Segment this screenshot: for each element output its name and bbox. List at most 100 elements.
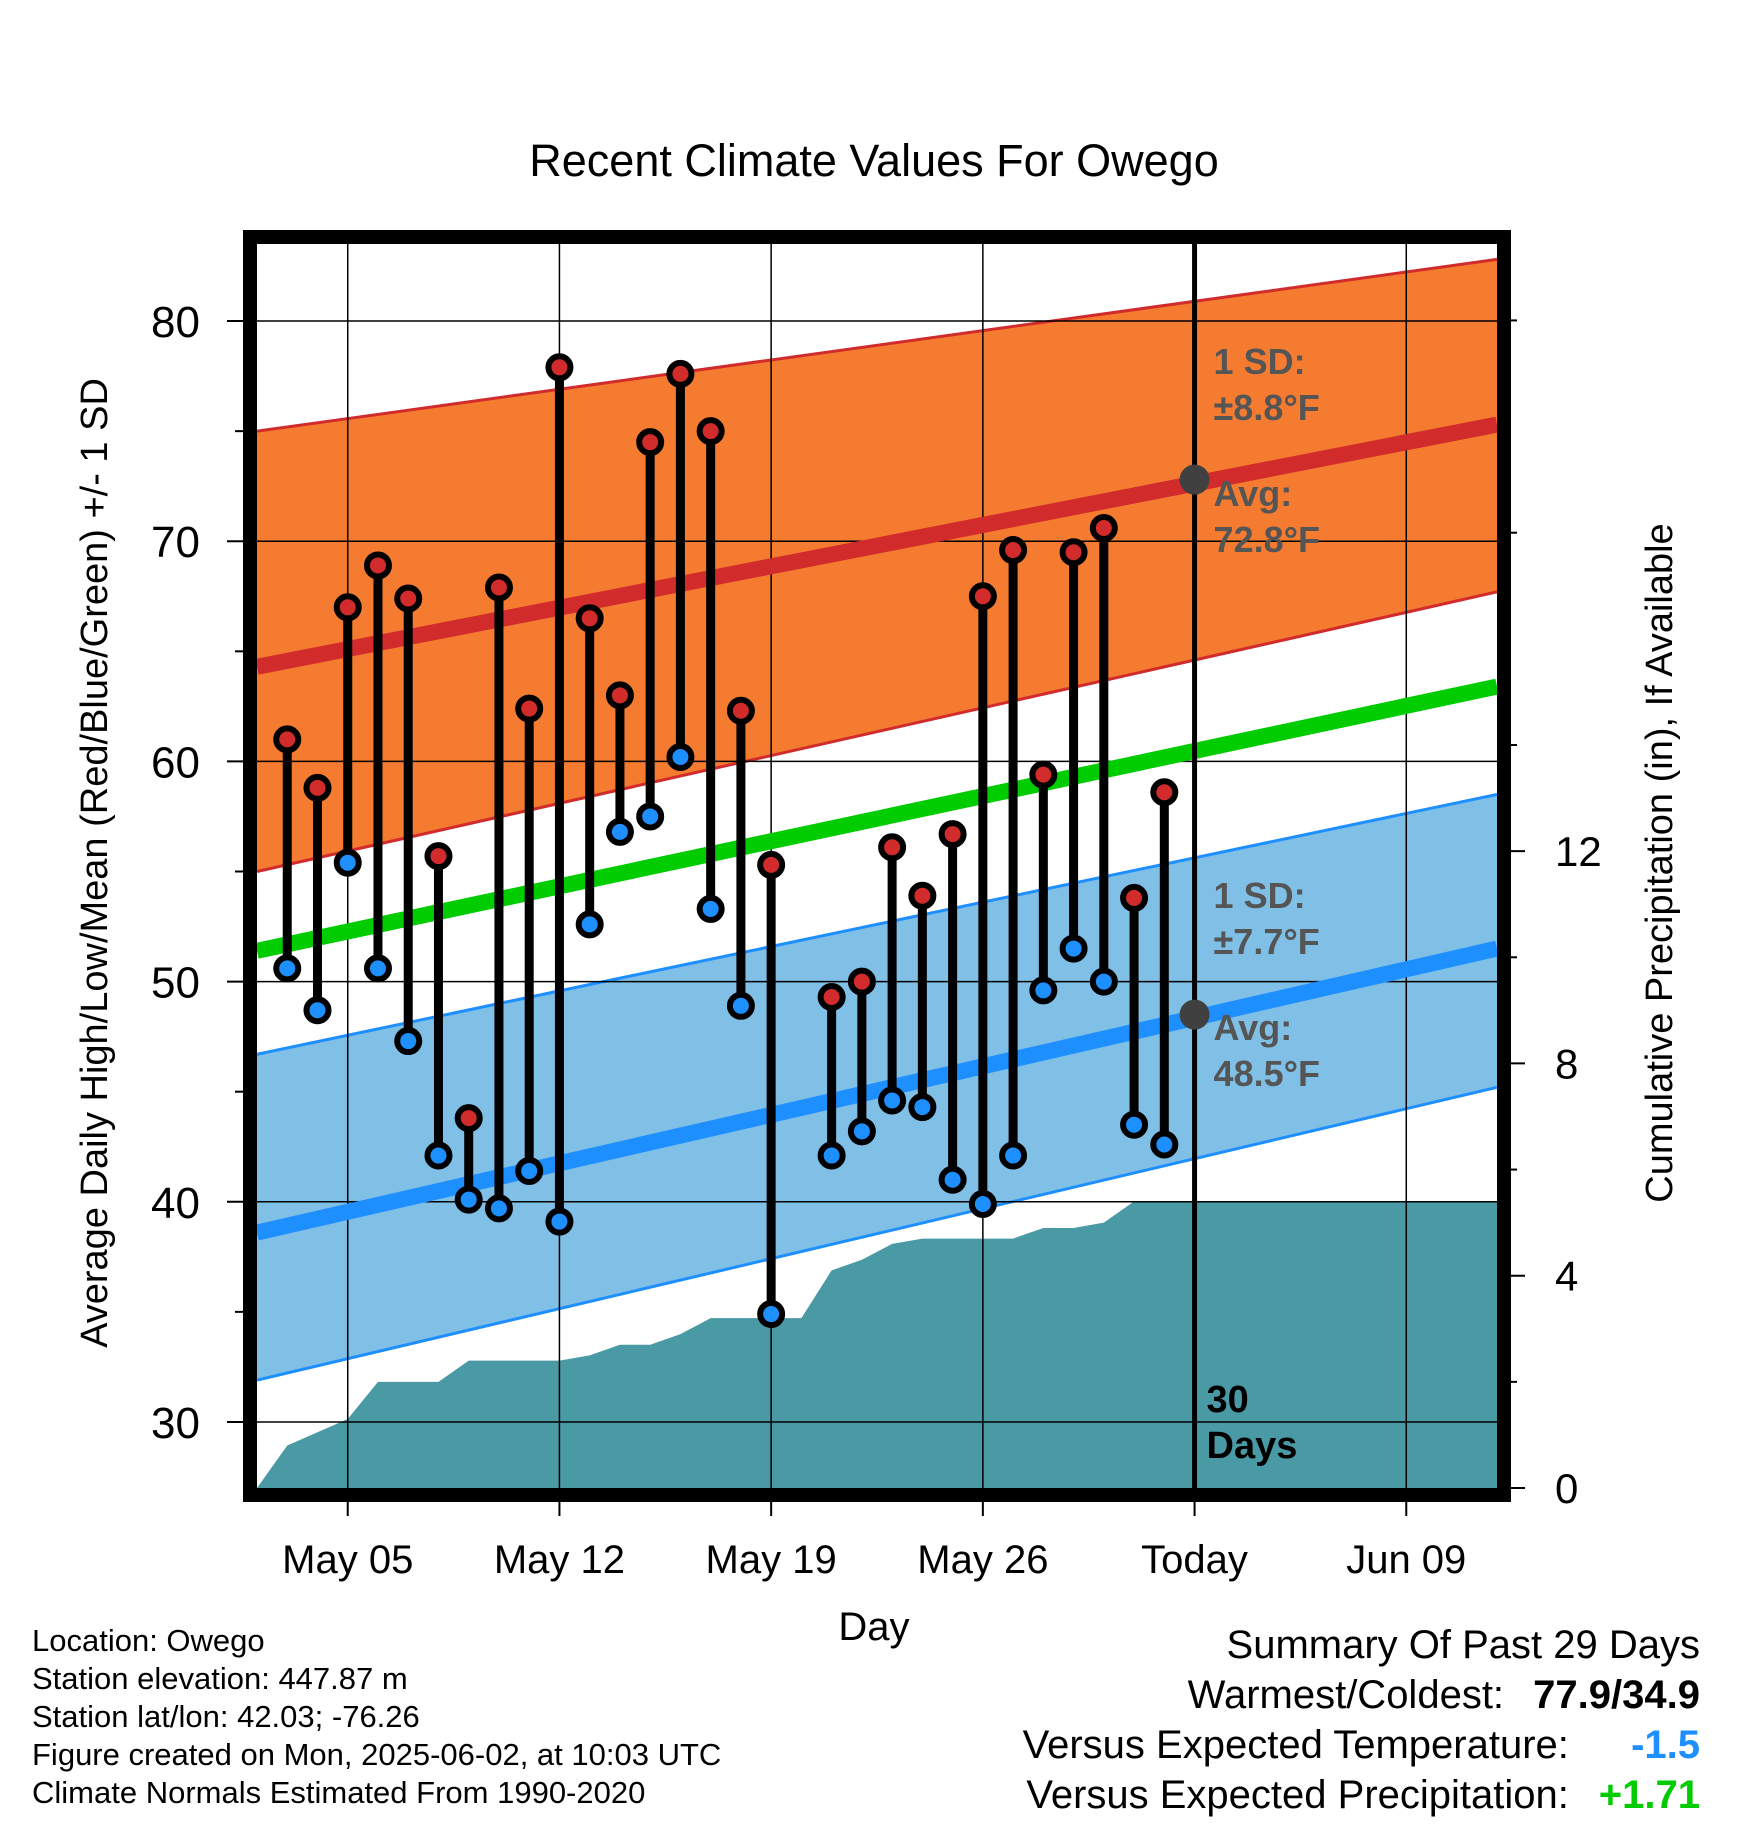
plot-frame bbox=[243, 230, 1511, 1502]
daily-high-marker bbox=[363, 551, 392, 580]
daily-high-marker bbox=[454, 1104, 483, 1133]
daily-high-marker bbox=[424, 842, 453, 871]
daily-high-marker bbox=[636, 428, 665, 457]
daily-low-marker bbox=[968, 1189, 997, 1218]
y-tick-label: 70 bbox=[151, 518, 200, 567]
daily-high-marker bbox=[545, 353, 574, 382]
daily-high-marker bbox=[1029, 760, 1058, 789]
warm-cold-label: Warmest/Coldest: bbox=[1187, 1673, 1505, 1717]
y2-tick-label: 4 bbox=[1555, 1253, 1578, 1300]
daily-low-marker bbox=[1029, 976, 1058, 1005]
x-tick-label: May 19 bbox=[706, 1538, 837, 1582]
y2-tick-label: 8 bbox=[1555, 1040, 1578, 1087]
high-band-upper-edge bbox=[257, 257, 1497, 433]
daily-low-marker bbox=[273, 954, 302, 983]
y-tick-label: 50 bbox=[151, 959, 200, 1008]
precip-cumulative-area bbox=[257, 1201, 1497, 1488]
daily-high-marker bbox=[847, 967, 876, 996]
daily-low-marker bbox=[1150, 1130, 1179, 1159]
x-tick-label: Jun 09 bbox=[1346, 1538, 1466, 1582]
y-tick-label: 60 bbox=[151, 738, 200, 787]
daily-high-marker bbox=[878, 833, 907, 862]
warm-cold-value: 77.9/34.9 bbox=[1533, 1673, 1700, 1717]
high-sd-value: ±8.8°F bbox=[1214, 387, 1320, 428]
summary-precip: Versus Expected Precipitation: +1.71 bbox=[1023, 1770, 1700, 1820]
high-band-lower-edge bbox=[257, 590, 1497, 873]
high-avg-label: Avg: bbox=[1214, 473, 1293, 514]
plot-inner bbox=[257, 244, 1497, 1488]
summary-warm-cold: Warmest/Coldest: 77.9/34.9 bbox=[1023, 1670, 1700, 1720]
daily-low-marker bbox=[454, 1185, 483, 1214]
created-text: Figure created on Mon, 2025-06-02, at 10… bbox=[32, 1737, 722, 1772]
plot-area: 1 SD: ±8.8°F Avg: 72.8°F 1 SD: ±7.7°F Avg: 48.5… bbox=[151, 230, 1602, 1582]
temp-label: Versus Expected Temperature: bbox=[1022, 1723, 1569, 1767]
high-sd-label: 1 SD: bbox=[1214, 341, 1306, 382]
daily-high-marker bbox=[666, 359, 695, 388]
daily-low-marker bbox=[999, 1141, 1028, 1170]
low-avg-label: Avg: bbox=[1214, 1007, 1293, 1048]
daily-high-marker bbox=[1120, 883, 1149, 912]
daily-high-marker bbox=[605, 681, 634, 710]
high-normal-line bbox=[257, 416, 1497, 675]
daily-high-marker bbox=[1089, 514, 1118, 543]
x-tick-label: Today bbox=[1141, 1538, 1248, 1582]
daily-high-marker bbox=[333, 593, 362, 622]
x-tick-label: May 05 bbox=[282, 1538, 413, 1582]
location-text: Location: Owego bbox=[32, 1623, 265, 1658]
daily-low-marker bbox=[605, 817, 634, 846]
x-tick-label: May 12 bbox=[494, 1538, 625, 1582]
high-avg-value: 72.8°F bbox=[1214, 519, 1320, 560]
daily-low-marker bbox=[636, 802, 665, 831]
daily-low-marker bbox=[666, 743, 695, 772]
x-tick-label: May 26 bbox=[917, 1538, 1048, 1582]
daily-high-marker bbox=[1150, 778, 1179, 807]
daily-low-marker bbox=[817, 1141, 846, 1170]
daily-low-marker bbox=[333, 848, 362, 877]
x-axis-label: Day bbox=[838, 1605, 909, 1649]
daily-high-marker bbox=[484, 573, 513, 602]
low-sd-label: 1 SD: bbox=[1214, 875, 1306, 916]
daily-low-marker bbox=[1089, 967, 1118, 996]
daily-high-marker bbox=[273, 725, 302, 754]
daily-low-marker bbox=[878, 1086, 907, 1115]
daily-high-marker bbox=[515, 694, 544, 723]
precip-label: Versus Expected Precipitation: bbox=[1026, 1773, 1569, 1817]
daily-high-marker bbox=[394, 584, 423, 613]
daily-low-marker bbox=[726, 991, 755, 1020]
low-band-upper-edge bbox=[257, 792, 1497, 1056]
high-avg-dot bbox=[1179, 464, 1210, 495]
daily-high-marker bbox=[817, 983, 846, 1012]
elevation-text: Station elevation: 447.87 m bbox=[32, 1661, 408, 1696]
daily-low-marker bbox=[847, 1117, 876, 1146]
daily-high-marker bbox=[757, 850, 786, 879]
daily-low-marker bbox=[1120, 1110, 1149, 1139]
daily-low-marker bbox=[484, 1194, 513, 1223]
low-sd-value: ±7.7°F bbox=[1214, 921, 1320, 962]
daily-high-marker bbox=[575, 604, 604, 633]
daily-low-marker bbox=[424, 1141, 453, 1170]
high-sd-band bbox=[257, 259, 1497, 872]
y2-tick-label: 0 bbox=[1555, 1465, 1578, 1512]
daily-high-marker bbox=[999, 536, 1028, 565]
low-avg-dot bbox=[1179, 999, 1210, 1030]
low-normal-line bbox=[257, 940, 1497, 1241]
daily-low-marker bbox=[303, 996, 332, 1025]
summary-panel: Summary Of Past 29 Days Warmest/Coldest:… bbox=[1023, 1620, 1700, 1820]
mean-normal-line bbox=[257, 678, 1497, 959]
temp-value: -1.5 bbox=[1631, 1723, 1700, 1767]
daily-low-marker bbox=[908, 1093, 937, 1122]
daily-low-marker bbox=[1059, 934, 1088, 963]
y2-axis-label: Cumulative Precipitation (in), If Availa… bbox=[1639, 523, 1681, 1202]
low-avg-value: 48.5°F bbox=[1214, 1053, 1320, 1094]
low-band-lower-edge bbox=[257, 1085, 1497, 1382]
daily-low-marker bbox=[545, 1207, 574, 1236]
daily-high-marker bbox=[303, 773, 332, 802]
daily-low-marker bbox=[696, 894, 725, 923]
today-days-label: Days bbox=[1207, 1425, 1298, 1467]
daily-high-marker bbox=[1059, 538, 1088, 567]
summary-temp: Versus Expected Temperature: -1.5 bbox=[1023, 1720, 1700, 1770]
summary-title: Summary Of Past 29 Days bbox=[1226, 1623, 1700, 1667]
y-tick-label: 40 bbox=[151, 1179, 200, 1228]
y-axis-label: Average Daily High/Low/Mean (Red/Blue/Gr… bbox=[74, 378, 116, 1348]
